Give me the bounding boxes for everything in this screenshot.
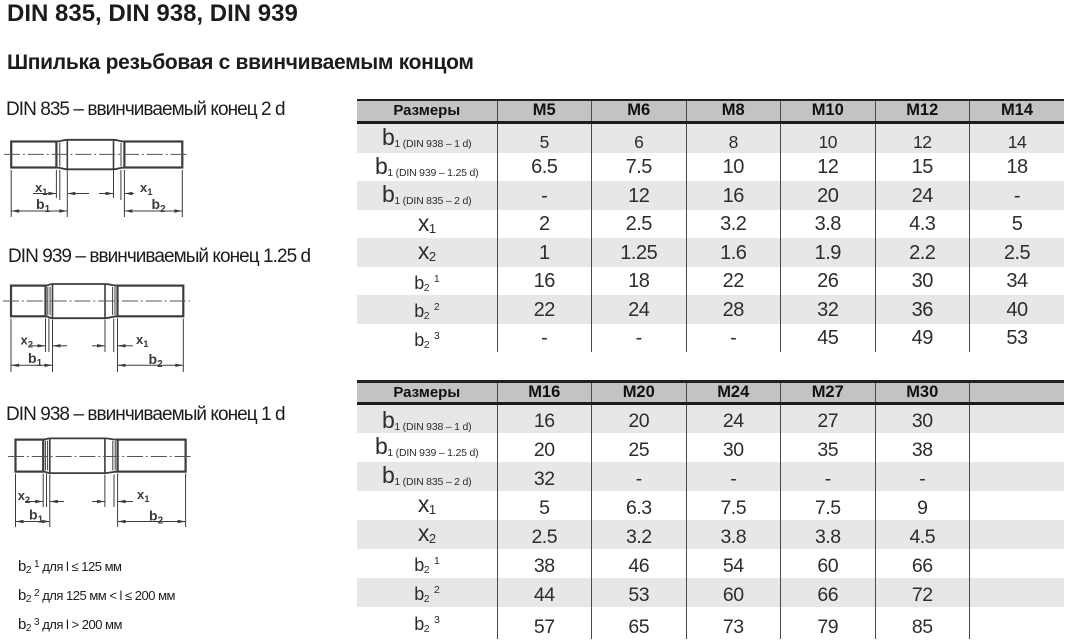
svg-text:x2: x2: [18, 488, 31, 506]
svg-text:b1: b1: [29, 507, 44, 526]
svg-text:b1: b1: [36, 196, 51, 215]
svg-text:x1: x1: [137, 487, 150, 505]
svg-text:b1: b1: [28, 350, 43, 369]
svg-text:b2: b2: [149, 351, 164, 370]
svg-text:x2: x2: [21, 333, 34, 351]
svg-text:x1: x1: [136, 332, 149, 350]
svg-text:b2: b2: [149, 508, 164, 527]
svg-text:b2: b2: [152, 196, 167, 215]
